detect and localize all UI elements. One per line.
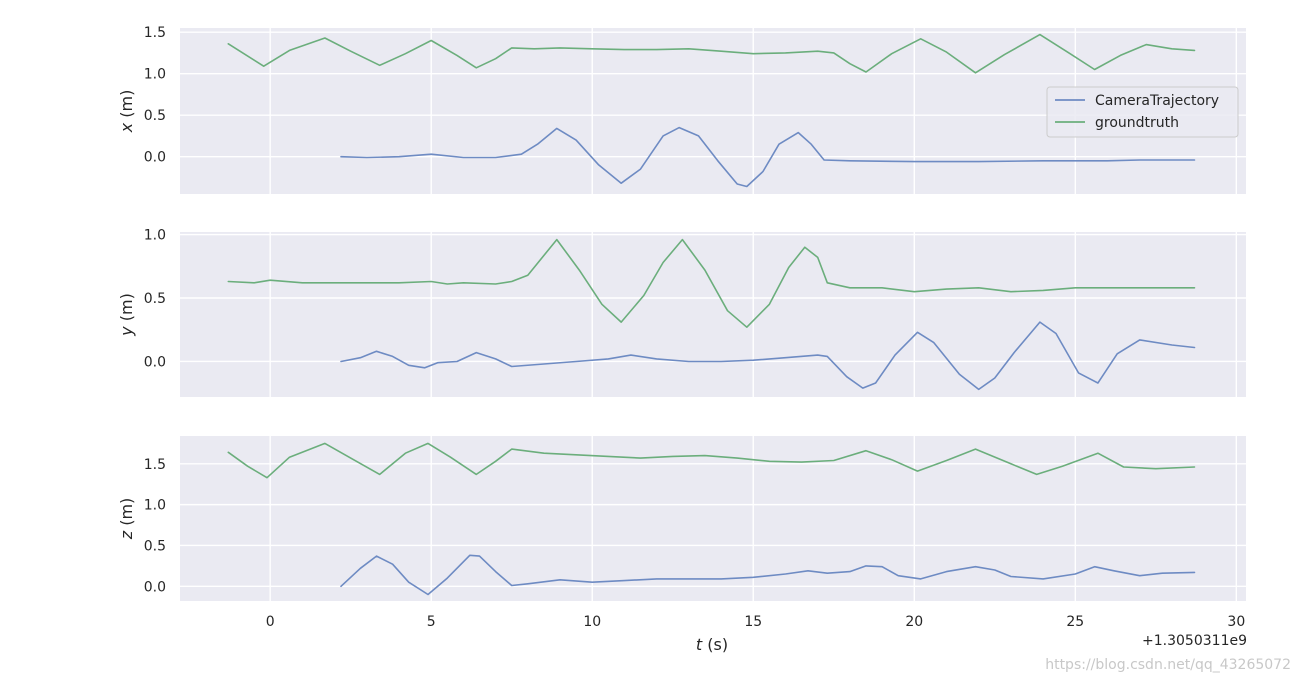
y-tick-label: 0.5 bbox=[144, 108, 166, 124]
y-tick-label: 0.0 bbox=[144, 354, 166, 370]
y-axis-title: y (m) bbox=[117, 293, 136, 337]
y-tick-label: 0.0 bbox=[144, 150, 166, 166]
series-line-cameratrajectory bbox=[340, 126, 1196, 188]
y-tick-label: 1.0 bbox=[144, 67, 166, 83]
watermark-text: https://blog.csdn.net/qq_43265072 bbox=[1045, 657, 1291, 673]
x-axis-offset-text: +1.3050311e9 bbox=[1142, 633, 1247, 649]
x-tick-label: 30 bbox=[1227, 614, 1245, 630]
series-line-cameratrajectory bbox=[340, 554, 1196, 596]
y-tick-label: 1.5 bbox=[144, 457, 166, 473]
subplot-2: 0 5 10 15 20 25 30 0.0 0.5 1.0 1.5 z (m) bbox=[117, 436, 1246, 630]
y-axis-title: z (m) bbox=[117, 498, 136, 541]
legend: CameraTrajectory groundtruth bbox=[1046, 86, 1239, 138]
legend-entry: groundtruth bbox=[1095, 115, 1179, 131]
y-tick-label: 0.0 bbox=[144, 579, 166, 595]
x-tick-label: 15 bbox=[744, 614, 762, 630]
x-tick-label: 5 bbox=[427, 614, 436, 630]
y-tick-label: 1.0 bbox=[144, 498, 166, 514]
y-tick-label: 0.5 bbox=[144, 291, 166, 307]
legend-frame bbox=[1046, 86, 1239, 138]
x-tick-label: 0 bbox=[266, 614, 275, 630]
subplot-panels: 0.0 0.5 1.0 1.5 x (m) CameraTrajectory groundt… bbox=[117, 25, 1246, 630]
subplot-1: 0.0 0.5 1.0 y (m) bbox=[117, 228, 1246, 397]
x-tick-label: 20 bbox=[905, 614, 923, 630]
x-tick-label: 25 bbox=[1066, 614, 1084, 630]
x-axis-title: t (s) bbox=[696, 635, 728, 654]
y-tick-label: 1.5 bbox=[144, 25, 166, 41]
subplot-0: 0.0 0.5 1.0 1.5 x (m) CameraTrajectory groundt… bbox=[117, 25, 1246, 194]
y-axis-title: x (m) bbox=[117, 90, 136, 134]
plot-background bbox=[180, 232, 1246, 397]
x-tick-label: 10 bbox=[583, 614, 601, 630]
legend-entry: CameraTrajectory bbox=[1095, 93, 1219, 109]
series-line-groundtruth bbox=[227, 238, 1196, 329]
y-tick-label: 0.5 bbox=[144, 538, 166, 554]
plot-background bbox=[180, 436, 1246, 601]
series-line-cameratrajectory bbox=[340, 321, 1196, 391]
series-line-groundtruth bbox=[227, 33, 1196, 74]
y-tick-label: 1.0 bbox=[144, 228, 166, 244]
series-line-groundtruth bbox=[227, 442, 1196, 479]
